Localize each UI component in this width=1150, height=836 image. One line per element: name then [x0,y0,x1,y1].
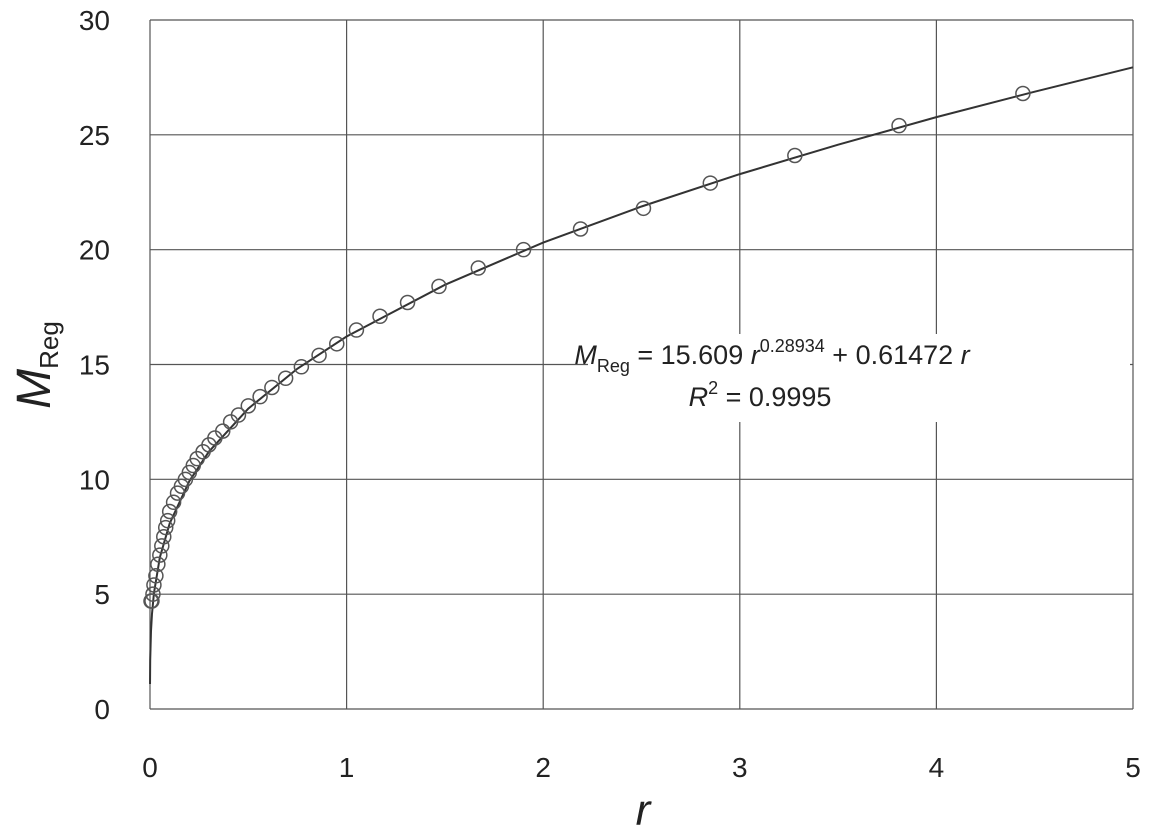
data-point [635,200,652,217]
y-tick-label: 5 [94,579,110,610]
data-point [277,370,294,387]
eq-plus: + 0.61472 [825,340,961,370]
eq-coef: = 15.609 [630,340,751,370]
r2-sup: 2 [708,378,718,398]
data-point [145,586,161,602]
y-label-main: M [8,369,61,409]
data-point [150,556,166,573]
data-point [293,359,310,375]
data-point [264,379,280,396]
x-tick-label: 5 [1125,752,1141,783]
eq-r2: r [961,340,971,370]
marks [143,66,1134,684]
y-tick-label: 20 [79,235,110,266]
data-point [399,294,416,311]
x-tick-label: 1 [339,752,355,783]
data-point [159,512,176,529]
data-point [431,278,447,295]
fit-line [149,66,1134,684]
eq-exp: 0.28934 [760,336,825,356]
eq-r1: r [751,340,761,370]
eq-m: M [574,340,597,370]
data-point [348,322,365,338]
data-point [148,568,164,584]
data-point [154,538,170,554]
y-tick-label: 0 [94,694,110,725]
data-point [572,221,589,237]
data-point [329,336,345,352]
ticks: 0 1 2 3 4 5 0 5 10 15 20 25 30 [79,5,1141,783]
data-point [169,485,186,501]
data-point [470,260,487,276]
y-axis-label: MReg [8,321,64,409]
x-axis-label: r [636,786,653,831]
x-tick-label: 4 [929,752,945,783]
data-point [157,519,174,536]
data-point [222,414,239,430]
data-point [311,347,327,364]
y-tick-label: 15 [79,350,110,381]
r-squared: R2 = 0.9995 [689,378,832,412]
data-point [143,593,159,609]
data-point [161,503,178,520]
data-point [515,241,532,258]
y-label-sub: Reg [34,321,64,369]
y-tick-label: 25 [79,120,110,151]
eq-sub: Reg [597,356,630,376]
data-point [372,308,388,325]
data-point [787,147,803,164]
r2-r: R [689,382,709,412]
y-tick-label: 10 [79,464,110,495]
y-tick-label: 30 [79,5,110,36]
data-point [156,529,172,545]
data-point [146,577,162,593]
data-point [152,547,168,563]
annotation-box [588,334,1130,422]
data-point [891,117,907,134]
data-point [702,175,719,191]
data-point [240,398,257,414]
x-tick-label: 3 [732,752,748,783]
data-point [165,494,182,511]
x-tick-label: 2 [535,752,551,783]
x-tick-label: 0 [142,752,158,783]
data-point [252,388,268,405]
data-point [1015,85,1031,102]
r2-value: = 0.9995 [718,382,831,412]
equation: MReg = 15.609 r0.28934 + 0.61472 r [574,336,970,376]
